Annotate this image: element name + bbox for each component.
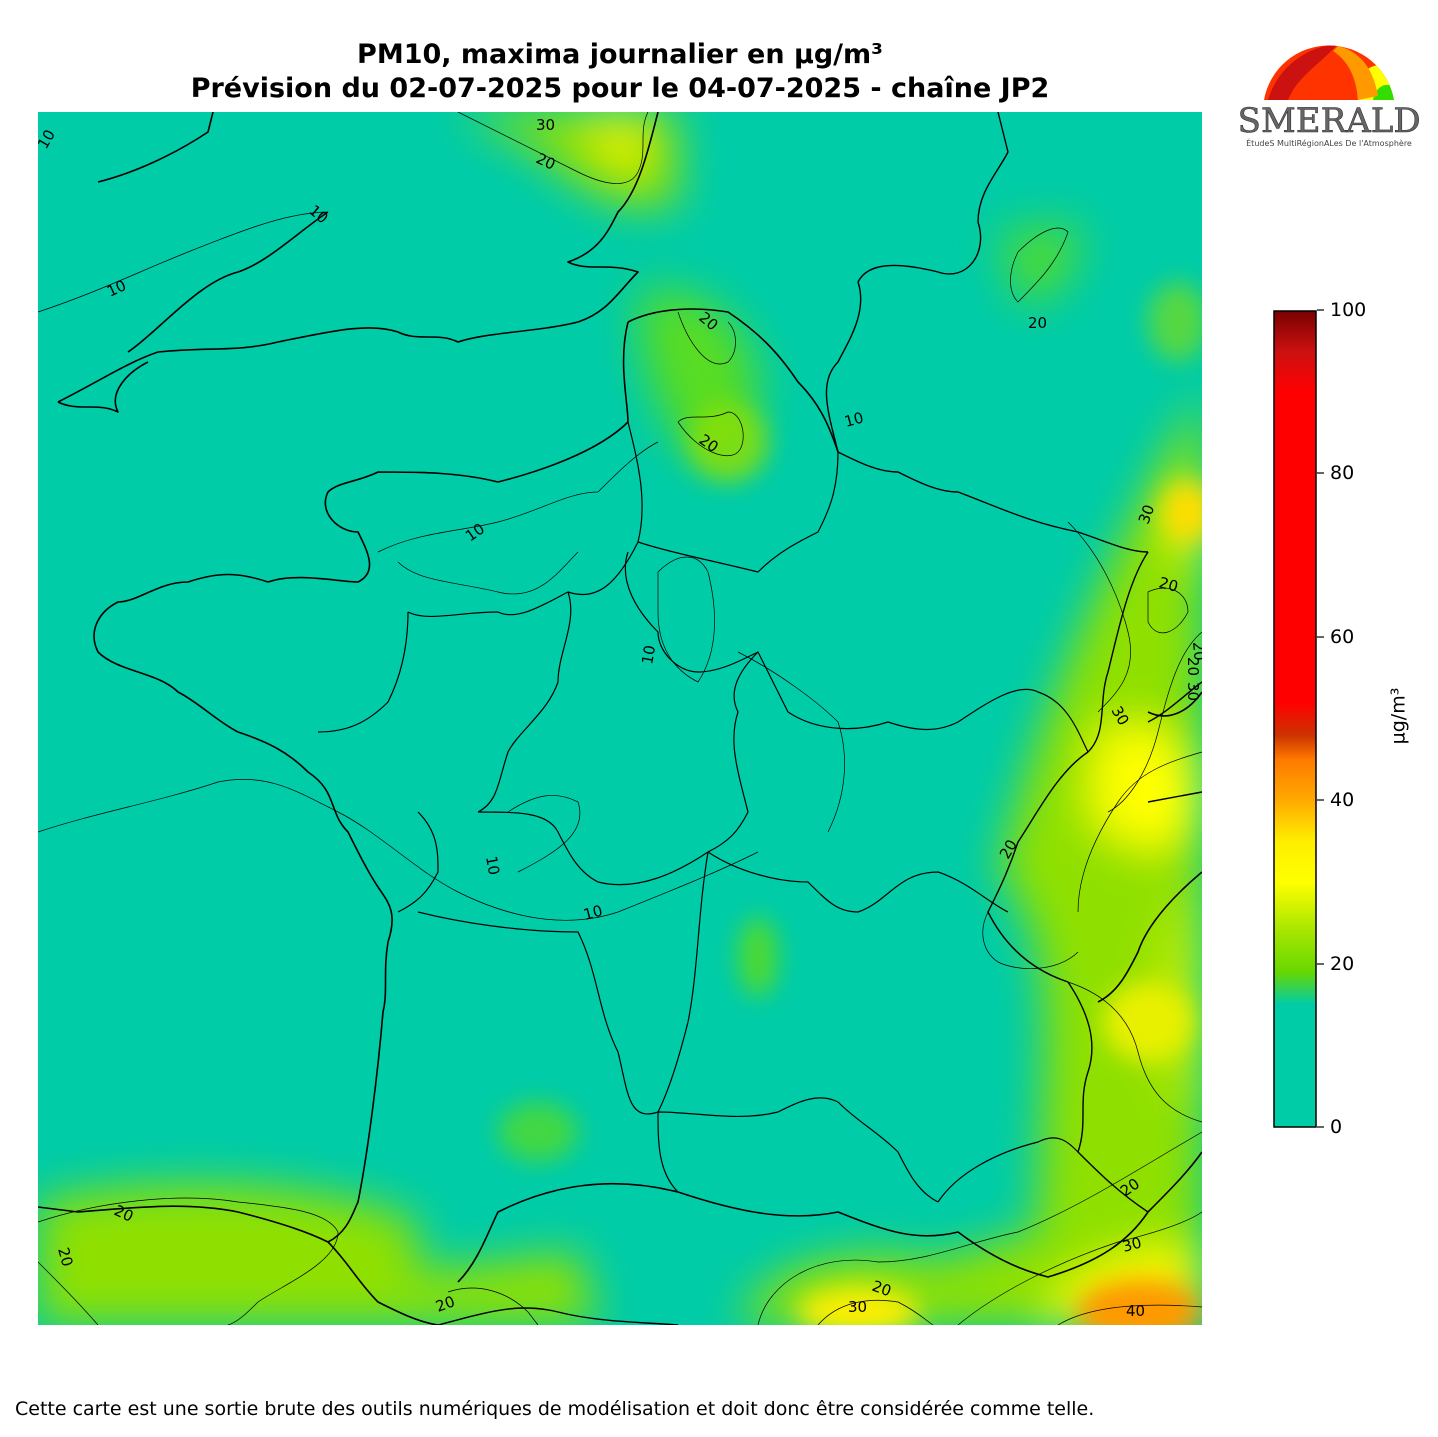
logo-wordmark: ESMERALDA <box>1238 101 1420 141</box>
colorbar-tick-label: 40 <box>1330 789 1355 811</box>
map-title-line1: PM10, maxima journalier en µg/m³ <box>357 39 883 70</box>
coastlines <box>38 112 1202 1325</box>
map-title-line2: Prévision du 02-07-2025 pour le 04-07-20… <box>190 73 1050 104</box>
colorbar-unit-label: µg/m³ <box>1387 687 1410 745</box>
contour-label: 10 <box>842 409 865 431</box>
borders <box>437 112 1202 1325</box>
contour-label: 30 <box>848 1298 867 1316</box>
colorbar-tick-label: 80 <box>1330 462 1355 484</box>
contour-label: 30 <box>1135 502 1158 526</box>
contour-label: 10 <box>581 902 604 924</box>
contour-label: 20 <box>433 1292 457 1315</box>
colorbar-gradient <box>1273 310 1317 1128</box>
contour-label: 20 <box>1028 314 1047 332</box>
contour-label: 30 <box>1120 1234 1143 1256</box>
logo-tagline: ÉtudeS MultiRégionALes De l'Atmosphère <box>1246 137 1412 148</box>
regional-boundaries <box>317 421 1089 1203</box>
contour-label: 20 <box>1157 573 1180 595</box>
colorbar-tick-label: 0 <box>1330 1116 1343 1138</box>
contour-label: 30 <box>1184 682 1202 701</box>
contour-label: 10 <box>638 644 659 666</box>
pm10-forecast-map: 10 10 10 10 10 10 10 10 20 20 20 20 20 2… <box>38 112 1202 1325</box>
esmeralda-logo: ESMERALDA ÉtudeS MultiRégionALes De l'At… <box>1238 45 1420 148</box>
disclaimer-text: Cette carte est une sortie brute des out… <box>15 1398 1095 1420</box>
colorbar-tick-label: 100 <box>1330 299 1367 321</box>
concentration-field-detail <box>498 282 1202 1325</box>
contour-label: 30 <box>536 116 555 134</box>
contour-label: 10 <box>482 855 503 877</box>
contour-label: 20 <box>1184 657 1202 676</box>
colorbar-tick-label: 20 <box>1330 953 1355 975</box>
contour-label: 20 <box>1189 641 1202 662</box>
colorbar-ticks <box>1317 309 1324 1128</box>
contour-lines <box>38 112 1202 1325</box>
background-field <box>38 112 1202 1325</box>
contour-label: 20 <box>870 1277 894 1300</box>
contour-label: 40 <box>1126 1302 1145 1320</box>
colorbar <box>1273 310 1317 1128</box>
contour-label: 20 <box>54 1245 76 1268</box>
colorbar-tick-label: 60 <box>1330 626 1355 648</box>
